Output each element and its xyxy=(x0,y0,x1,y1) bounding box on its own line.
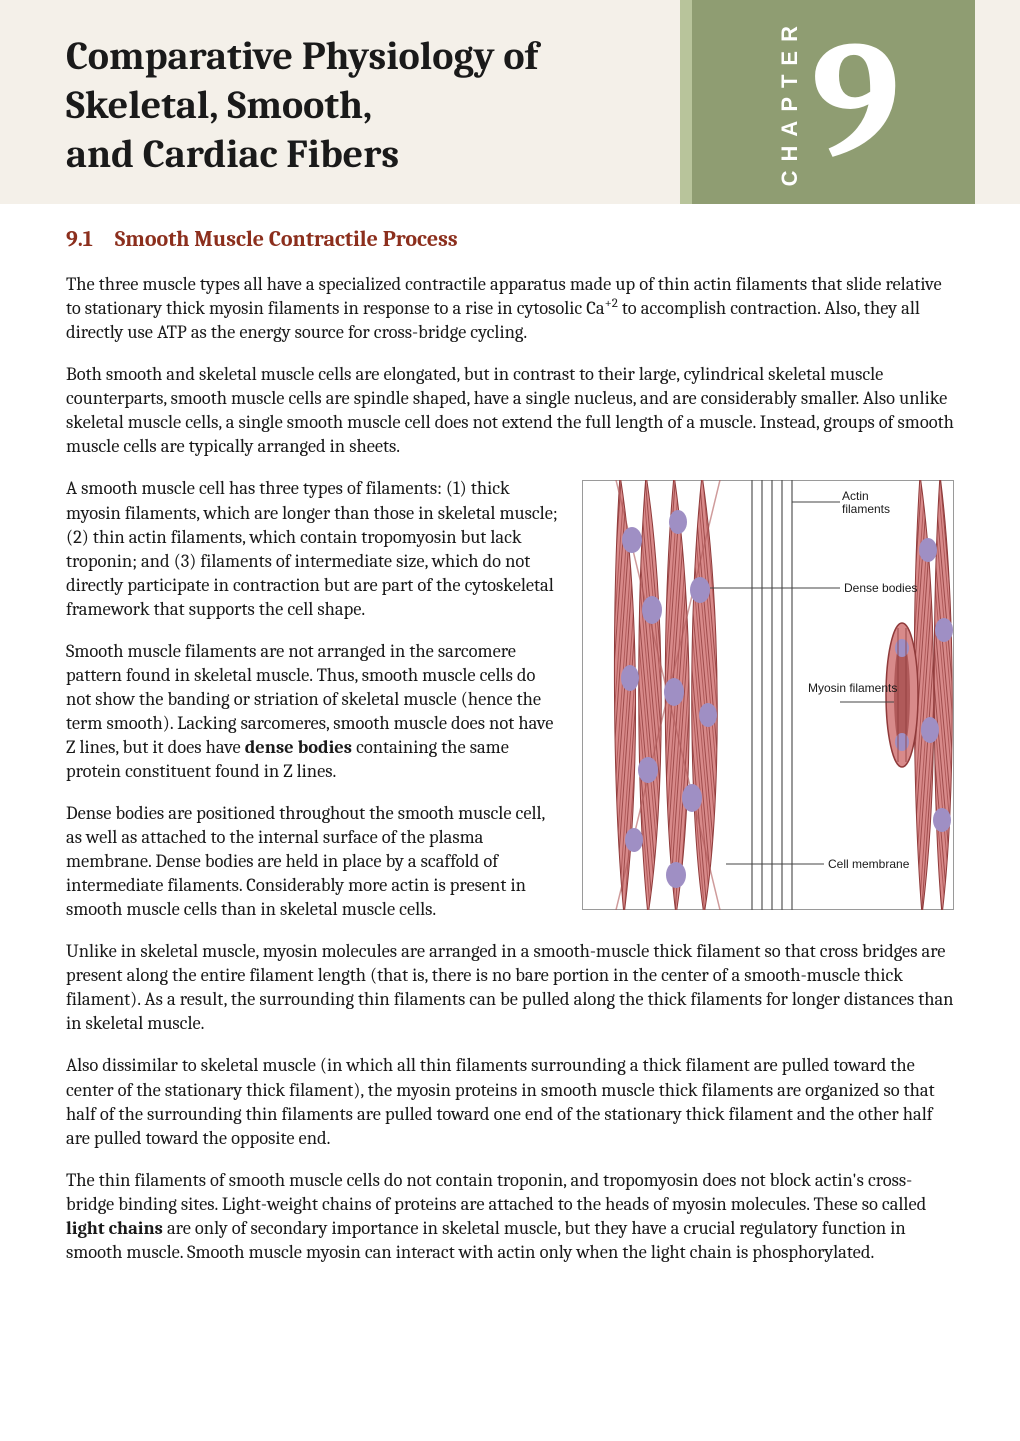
label-myosin: Myosin filaments xyxy=(808,681,897,695)
smooth-muscle-figure: Actin filaments Dense bodies Myosin fila… xyxy=(582,480,954,910)
section-heading: 9.1 Smooth Muscle Contractile Process xyxy=(66,226,954,252)
wrap-block: Actin filaments Dense bodies Myosin fila… xyxy=(66,476,954,921)
label-actin-l1: Actin xyxy=(842,489,869,503)
section-number: 9.1 xyxy=(66,226,93,252)
section-title: Smooth Muscle Contractile Process xyxy=(115,226,458,252)
para-6: Unlike in skeletal muscle, myosin molecu… xyxy=(66,939,954,1035)
page-title: Comparative Physiology of Skeletal, Smoo… xyxy=(66,32,626,178)
label-membrane: Cell membrane xyxy=(828,857,910,871)
myosin-spindle xyxy=(886,623,918,767)
label-actin-l2: filaments xyxy=(842,502,890,516)
smooth-muscle-svg: Actin filaments Dense bodies Myosin fila… xyxy=(582,480,954,910)
para-8: The thin filaments of smooth muscle cell… xyxy=(66,1168,954,1264)
chapter-box: CHAPTER 9 xyxy=(680,0,975,204)
para-7: Also dissimilar to skeletal muscle (in w… xyxy=(66,1053,954,1149)
chapter-number: 9 xyxy=(811,20,899,185)
label-dense: Dense bodies xyxy=(844,581,917,595)
para-1: The three muscle types all have a specia… xyxy=(66,272,954,344)
para-2: Both smooth and skeletal muscle cells ar… xyxy=(66,362,954,458)
chapter-label: CHAPTER xyxy=(777,17,803,186)
content-area: 9.1 Smooth Muscle Contractile Process The… xyxy=(66,226,954,1282)
